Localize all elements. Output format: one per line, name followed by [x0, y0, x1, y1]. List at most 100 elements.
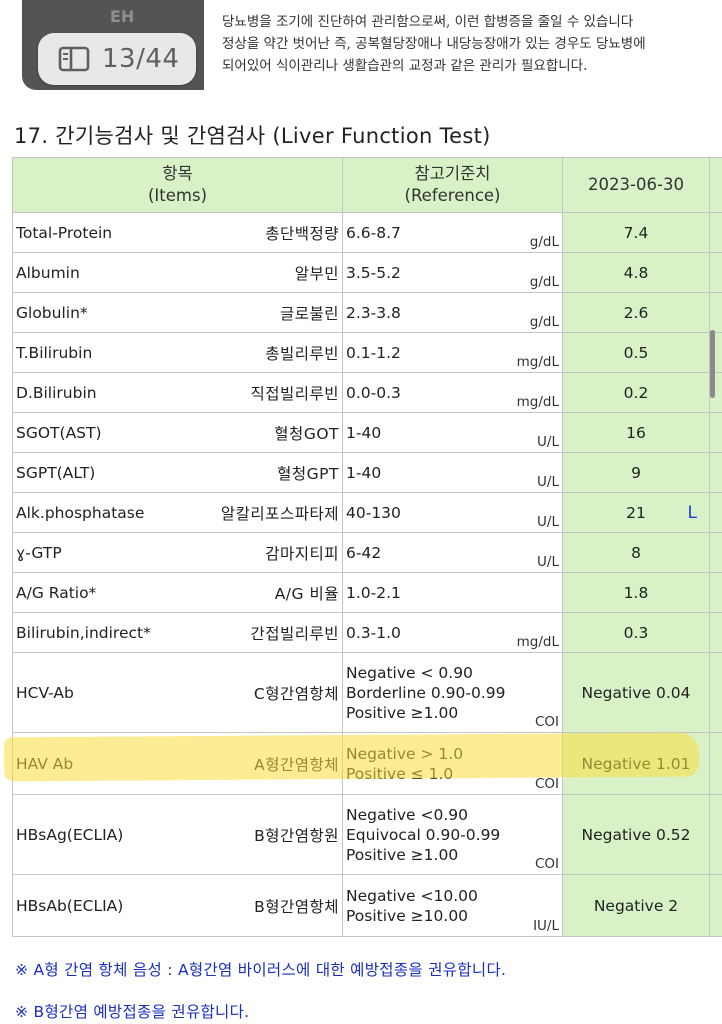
table-row: A/G Ratio* A/G 비율 1.0-2.1 1.8 [12, 572, 722, 613]
reference-unit: COI [534, 776, 559, 792]
reference-range: 0.1-1.2 [346, 343, 401, 363]
previous-text-line: 정상을 약간 벗어난 즉, 공복혈당장애나 내당능장애가 있는 경우도 당뇨병에 [222, 36, 646, 52]
table-row: SGPT(ALT) 혈청GPT 1-40 U/L 9 [12, 452, 722, 493]
result-value: Negative 0.52 [581, 825, 691, 844]
reference-unit: mg/dL [516, 394, 559, 410]
item-name-en: Globulin* [16, 303, 88, 322]
reference-range: 1-40 [346, 463, 381, 483]
reference-line: Borderline 0.90-0.99 [346, 683, 506, 702]
reference-unit: g/dL [529, 234, 559, 250]
table-row: Albumin 알부민 3.5-5.2 g/dL 4.8 [12, 252, 722, 293]
reference-range: 0.3-1.0 [346, 623, 401, 643]
item-name-ko: B형간염항체 [254, 897, 339, 916]
header-reference-ko: 참고기준치 [414, 164, 491, 183]
item-cell: HCV-Ab C형간염항체 [12, 652, 343, 733]
result-cell: 0.2 [562, 372, 710, 413]
page-counter-badge[interactable]: 13/44 [38, 33, 196, 85]
reference-range: 40-130 [346, 503, 401, 523]
item-name-en: HBsAb(ECLIA) [16, 896, 124, 915]
reference-range: Negative > 1.0 Positive ≤ 1.0 [346, 744, 463, 784]
reference-line: Positive ≤ 1.0 [346, 764, 454, 783]
result-cell: 0.3 [562, 612, 710, 653]
item-name-ko: 직접빌리루빈 [250, 384, 339, 403]
reference-line: 1-40 [346, 463, 382, 482]
reference-line: Positive ≥1.00 [346, 845, 459, 864]
page-counter-text: 13/44 [102, 44, 180, 74]
header-date: 2023-06-30 [562, 157, 710, 213]
item-name-en: A/G Ratio* [16, 583, 97, 602]
header-items-en: (Items) [147, 186, 208, 205]
result-value: 21 [626, 503, 646, 522]
result-value: 16 [626, 423, 646, 442]
reference-range: 0.0-0.3 [346, 383, 401, 403]
reference-range: Negative <0.90 Equivocal 0.90-0.99 Positiv… [346, 805, 500, 865]
result-cell: 4.8 [562, 252, 710, 293]
table-row: Alk.phosphatase 알칼리포스파타제 40-130 U/L 21 L [12, 492, 722, 533]
reference-line: Positive ≥10.00 [346, 906, 469, 925]
extra-column-cell [709, 212, 722, 253]
previous-text-line: 당뇨병을 조기에 진단하여 관리함으로써, 이런 합병증을 줄일 수 있습니다 [222, 14, 634, 30]
reference-range: 3.5-5.2 [346, 263, 401, 283]
previous-text-line: 되어있어 식이관리나 생활습관의 교정과 같은 관리가 필요합니다. [222, 58, 588, 74]
reference-line: Negative <0.90 [346, 805, 468, 824]
extra-column-cell [709, 794, 722, 875]
item-name-ko: A/G 비율 [274, 584, 339, 603]
item-cell: ɣ-GTP 감마지티피 [12, 532, 343, 573]
reference-cell: 40-130 U/L [342, 492, 563, 533]
result-cell: Negative 2 [562, 874, 710, 937]
reference-range: Negative <10.00 Positive ≥10.00 [346, 886, 478, 926]
result-value: 9 [631, 463, 641, 482]
result-cell: Negative 1.01 [562, 732, 710, 795]
table-row: Bilirubin,indirect* 간접빌리루빈 0.3-1.0 mg/dL 0.3 [12, 612, 722, 653]
extra-column-cell [709, 292, 722, 333]
extra-column-cell [709, 252, 722, 293]
item-name-ko: 간접빌리루빈 [250, 624, 339, 643]
reference-line: Positive ≥1.00 [346, 703, 459, 722]
extra-column-cell [709, 412, 722, 453]
table-row: ɣ-GTP 감마지티피 6-42 U/L 8 [12, 532, 722, 573]
reference-unit: U/L [537, 514, 559, 530]
header-extra-column [709, 157, 722, 213]
item-name-ko: 알칼리포스파타제 [220, 504, 339, 523]
item-name-ko: 감마지티피 [265, 544, 339, 563]
result-flag: L [687, 502, 697, 523]
reference-unit: IU/L [533, 918, 559, 934]
item-cell: Bilirubin,indirect* 간접빌리루빈 [12, 612, 343, 653]
reference-cell: 0.0-0.3 mg/dL [342, 372, 563, 413]
reference-unit: mg/dL [516, 634, 559, 650]
reference-unit: U/L [537, 474, 559, 490]
table-row: Total-Protein 총단백정량 6.6-8.7 g/dL 7.4 [12, 212, 722, 253]
reference-line: 1.0-2.1 [346, 583, 401, 602]
item-name-en: HBsAg(ECLIA) [16, 825, 124, 844]
reference-range: 1.0-2.1 [346, 583, 401, 603]
header-items-ko: 항목 [162, 164, 193, 183]
item-cell: Total-Protein 총단백정량 [12, 212, 343, 253]
reference-cell: 1.0-2.1 [342, 572, 563, 613]
scrollbar[interactable] [710, 330, 715, 398]
reference-cell: Negative <10.00 Positive ≥10.00 IU/L [342, 874, 563, 937]
reference-cell: Negative <0.90 Equivocal 0.90-0.99 Positiv… [342, 794, 563, 875]
item-name-ko: C형간염항체 [253, 684, 339, 703]
table-row: HBsAg(ECLIA) B형간염항원 Negative <0.90 Equivoca… [12, 794, 722, 875]
reference-line: 2.3-3.8 [346, 303, 401, 322]
reference-range: 2.3-3.8 [346, 303, 401, 323]
reference-line: Negative <10.00 [346, 886, 478, 905]
reference-line: 0.0-0.3 [346, 383, 401, 402]
result-value: 0.2 [623, 383, 649, 402]
reference-cell: 3.5-5.2 g/dL [342, 252, 563, 293]
result-cell: 1.8 [562, 572, 710, 613]
item-cell: D.Bilirubin 직접빌리루빈 [12, 372, 343, 413]
book-icon [58, 46, 90, 72]
extra-column-cell [709, 874, 722, 937]
item-name-ko: 글로불린 [279, 304, 339, 323]
reference-range: Negative < 0.90 Borderline 0.90-0.99 Posit… [346, 663, 505, 723]
reference-cell: 1-40 U/L [342, 452, 563, 493]
reference-line: 0.1-1.2 [346, 343, 401, 362]
result-cell: 2.6 [562, 292, 710, 333]
item-name-en: D.Bilirubin [16, 383, 97, 402]
item-name-en: Alk.phosphatase [16, 503, 145, 522]
item-cell: Alk.phosphatase 알칼리포스파타제 [12, 492, 343, 533]
reference-cell: Negative < 0.90 Borderline 0.90-0.99 Posit… [342, 652, 563, 733]
note-hbv-vaccination: ※ B형간염 예방접종을 권유합니다. [15, 1003, 250, 1021]
extra-column-cell [709, 492, 722, 533]
